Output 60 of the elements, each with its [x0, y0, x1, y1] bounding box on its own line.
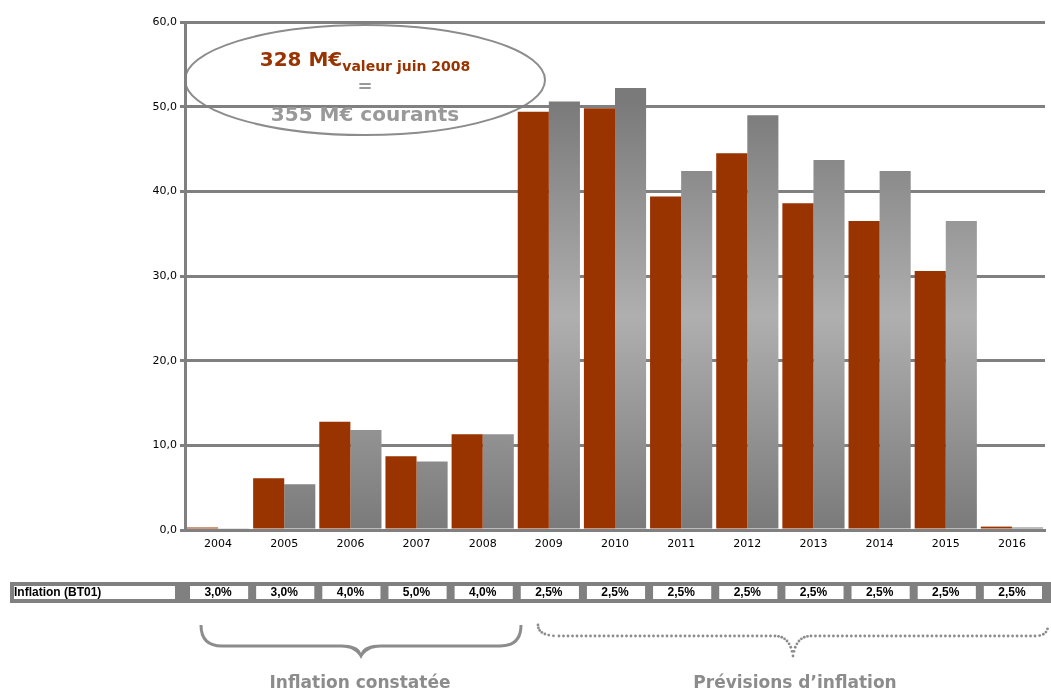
- x-tick-label: 2009: [534, 537, 563, 551]
- text: 2,5%: [865, 585, 894, 600]
- text: Inflation (BT01): [14, 585, 102, 600]
- text: 2,5%: [601, 585, 629, 600]
- y-tick-label: 30,0: [152, 268, 177, 282]
- bar: [385, 456, 417, 529]
- bar: [583, 108, 615, 529]
- y-tick-label: 10,0: [152, 438, 177, 452]
- bar: [482, 434, 514, 529]
- bar: [716, 153, 748, 529]
- bar: [451, 434, 483, 529]
- x-tick-label: 2014: [865, 537, 894, 551]
- bar: [747, 115, 779, 529]
- text: Inflation constatée: [269, 672, 451, 691]
- bar: [416, 461, 448, 529]
- x-tick-label: 2006: [336, 537, 365, 551]
- y-tick-label: 50,0: [152, 99, 177, 113]
- x-tick-label: 2010: [601, 537, 629, 551]
- bar: [253, 478, 285, 529]
- text: 5,0%: [402, 585, 431, 600]
- x-tick-label: 2004: [204, 537, 233, 551]
- x-tick-label: 2011: [667, 537, 696, 551]
- x-tick-label: 2013: [799, 537, 828, 551]
- bar: [284, 484, 316, 529]
- annotation: =: [357, 75, 373, 96]
- bar: [782, 203, 814, 529]
- x-tick-label: 2016: [997, 537, 1026, 551]
- text: 3,0%: [270, 585, 299, 600]
- x-tick-label: 2007: [402, 537, 431, 551]
- bar: [319, 421, 351, 529]
- x-tick-label: 2015: [931, 537, 960, 551]
- bar: [681, 171, 713, 529]
- y-tick-label: 0,0: [159, 522, 177, 536]
- text: 2,5%: [535, 585, 563, 600]
- bar: [517, 111, 549, 529]
- bar: [350, 430, 382, 529]
- text: 2,5%: [667, 585, 696, 600]
- x-tick-label: 2012: [733, 537, 762, 551]
- y-tick-label: 40,0: [152, 184, 177, 198]
- text: 4,0%: [469, 585, 497, 600]
- text: 2,5%: [733, 585, 762, 600]
- bar: [914, 270, 946, 529]
- bar: [848, 220, 880, 529]
- text: 2,5%: [932, 585, 960, 600]
- bar: [650, 196, 682, 529]
- text: 2,5%: [998, 585, 1026, 600]
- x-tick-label: 2005: [270, 537, 299, 551]
- y-tick-label: 60,0: [152, 14, 177, 28]
- text: 3,0%: [204, 585, 233, 600]
- text: 4,0%: [336, 585, 365, 600]
- x-tick-label: 2008: [468, 537, 497, 551]
- bar: [945, 220, 977, 529]
- bar: [615, 88, 647, 529]
- y-tick-label: 20,0: [152, 353, 177, 367]
- bar: [548, 101, 580, 529]
- text: 2,5%: [799, 585, 828, 600]
- bar: [879, 171, 911, 529]
- bar: [813, 160, 845, 529]
- text: Prévisions d’inflation: [693, 672, 897, 691]
- annotation: 355 M€ courants: [270, 102, 460, 126]
